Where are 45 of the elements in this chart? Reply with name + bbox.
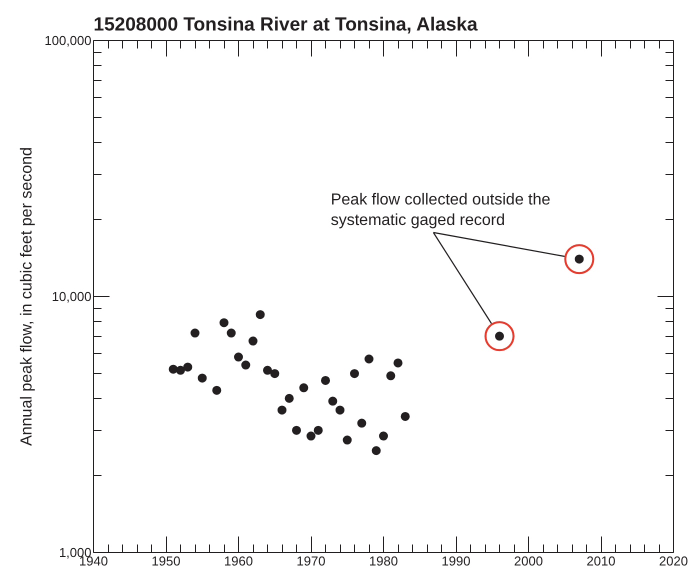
y-axis-title: Annual peak flow, in cubic feet per second: [18, 147, 36, 446]
point: [386, 371, 396, 380]
point: [220, 318, 228, 328]
point: [263, 366, 272, 375]
y-tick-label: 10,000: [52, 289, 92, 304]
point: [379, 432, 388, 441]
point: [314, 426, 323, 435]
point: [321, 376, 330, 385]
point: [241, 360, 250, 370]
point: [176, 366, 185, 375]
point: [226, 328, 236, 338]
point: [342, 436, 352, 445]
point: [212, 386, 222, 395]
point: [357, 418, 366, 428]
x-tick-label: 2010: [586, 554, 616, 568]
x-tick-label: 1990: [442, 554, 470, 568]
point: [299, 383, 308, 392]
x-tick-label: 1980: [369, 554, 398, 568]
point: [284, 394, 294, 403]
point: [328, 396, 338, 406]
point: [292, 426, 301, 435]
point: [198, 374, 207, 383]
point: [336, 406, 344, 415]
point: [168, 364, 178, 374]
x-tick-label: 1960: [224, 554, 253, 568]
x-tick-label: 1950: [152, 554, 180, 568]
point: [256, 310, 265, 320]
point: [183, 362, 192, 372]
point: [248, 336, 258, 346]
point: [234, 352, 243, 362]
x-tick-label: 2000: [514, 554, 543, 568]
x-tick-label: 2020: [659, 554, 688, 568]
point: [400, 412, 410, 421]
point: [394, 358, 402, 368]
point: [372, 446, 381, 456]
point: [364, 354, 374, 364]
point: [190, 328, 200, 338]
x-tick-label: 1970: [296, 554, 326, 568]
point: [350, 369, 359, 378]
y-tick-label: 100,000: [44, 33, 92, 48]
point: [306, 432, 316, 441]
point: [270, 369, 280, 378]
annotation: Peak flow collected outside the systematic gaged record: [330, 192, 551, 230]
chart-title: 15208000 Tonsina River at Tonsina, Alaska: [94, 14, 478, 36]
point: [278, 406, 286, 415]
